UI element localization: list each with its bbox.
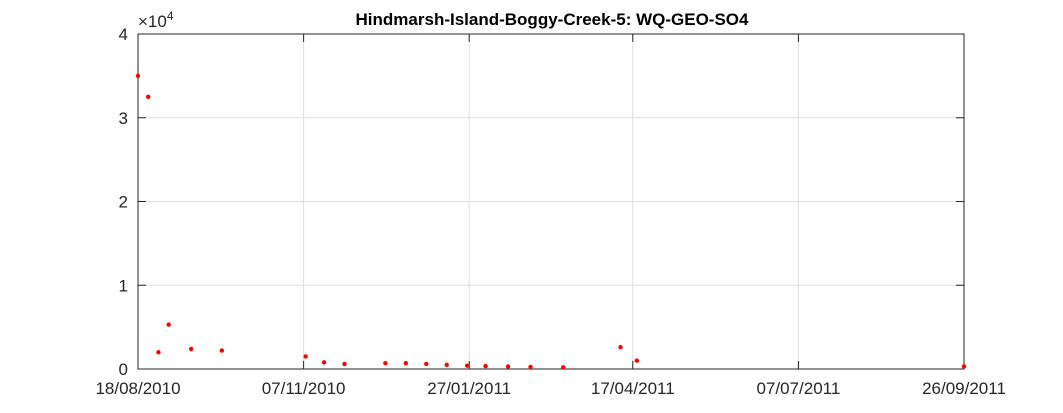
data-point	[464, 363, 470, 368]
data-point	[188, 346, 194, 352]
y-tick-label: 4	[119, 25, 128, 44]
y-multiplier-exponent: 4	[167, 9, 174, 23]
data-point	[444, 362, 449, 368]
x-axis-labels: 18/08/2010 07/11/2010 27/01/2011 17/04/2011…	[95, 379, 1005, 398]
data-point	[528, 364, 533, 370]
y-multiplier: ×104	[138, 9, 174, 31]
data-point	[383, 360, 388, 366]
chart-title: Hindmarsh-Island-Boggy-Creek-5: WQ-GEO-S…	[356, 10, 749, 29]
axis-ticks	[137, 33, 965, 370]
x-tick-label: 26/09/2011	[922, 379, 1006, 398]
x-tick-label: 27/01/2011	[427, 379, 511, 398]
y-axis-labels: 0 1 2 3 4	[119, 25, 128, 379]
y-tick-label: 2	[119, 193, 128, 212]
grid-lines	[137, 33, 965, 370]
data-point	[303, 354, 308, 359]
data-point	[561, 365, 566, 370]
data-points	[135, 73, 967, 370]
data-point	[505, 364, 511, 369]
data-point	[166, 322, 171, 327]
data-point	[342, 361, 347, 367]
x-tick-label: 18/08/2010	[95, 379, 180, 398]
data-point	[403, 360, 409, 366]
y-tick-label: 0	[119, 360, 128, 379]
data-point	[634, 358, 640, 363]
data-point	[424, 361, 429, 367]
data-point	[156, 350, 161, 355]
y-multiplier-base: ×10	[138, 12, 167, 31]
data-point	[146, 94, 151, 100]
y-tick-label: 3	[119, 109, 128, 128]
data-point	[135, 73, 141, 79]
x-tick-label: 07/07/2011	[756, 379, 840, 398]
x-tick-label: 17/04/2011	[591, 379, 675, 398]
x-tick-label: 07/11/2010	[262, 379, 346, 398]
y-tick-label: 1	[119, 276, 128, 295]
data-point	[219, 348, 225, 353]
data-point	[321, 360, 327, 365]
data-point	[483, 363, 488, 369]
data-point	[961, 364, 967, 369]
data-point	[618, 345, 623, 350]
